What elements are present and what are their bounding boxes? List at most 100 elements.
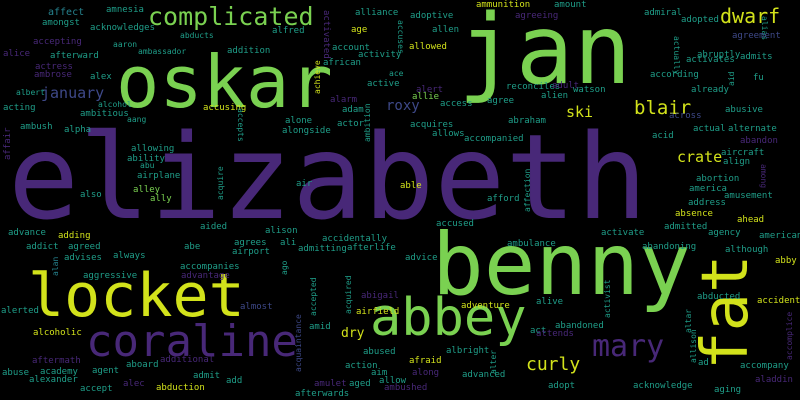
word-ali: ali	[280, 238, 297, 248]
word-amusement: amusement	[724, 191, 773, 201]
word-aaron: aaron	[113, 40, 138, 49]
word-abandoned: abandoned	[555, 321, 604, 331]
word-crate: crate	[677, 148, 723, 166]
word-alerted: alerted	[1, 306, 39, 316]
word-agent: agent	[92, 366, 120, 376]
word-adult: adult	[552, 81, 580, 91]
word-abandon: abandon	[740, 136, 778, 146]
word-acid: acid	[652, 131, 674, 141]
word-agreed: agreed	[68, 242, 101, 252]
word-air: air	[296, 179, 313, 189]
word-accepting: accepting	[33, 37, 82, 47]
word-accepted: accepted	[309, 277, 318, 316]
word-advice: advice	[405, 253, 438, 263]
word-adopt: adopt	[548, 381, 576, 391]
word-albert: albert	[16, 88, 45, 97]
word-addition: addition	[227, 46, 271, 56]
word-acquires: acquires	[410, 120, 454, 130]
word-alfred: alfred	[272, 26, 305, 36]
word-attends: attends	[536, 329, 574, 339]
word-ambush: ambush	[20, 122, 53, 132]
word-elizabeth: elizabeth	[8, 108, 648, 246]
word-abby: abby	[775, 256, 797, 266]
word-abbey: abbey	[370, 288, 527, 348]
word-abu: abu	[140, 161, 155, 170]
word-acquire: acquire	[216, 166, 225, 200]
word-age: age	[351, 25, 368, 35]
word-acting: acting	[3, 103, 36, 113]
word-dwarf: dwarf	[720, 4, 781, 28]
word-african: african	[323, 58, 361, 68]
word-ambulance: ambulance	[507, 239, 556, 249]
word-aging: aging	[714, 385, 742, 395]
word-according: according	[650, 70, 699, 80]
word-abused: abused	[363, 347, 396, 357]
word-abusive: abusive	[725, 105, 763, 115]
word-alter: alter	[489, 349, 498, 374]
word-alan: alan	[51, 256, 60, 276]
word-across: across	[669, 111, 702, 121]
word-align: align	[723, 157, 751, 167]
word-already: already	[691, 85, 729, 95]
word-coraline: coraline	[86, 316, 298, 367]
word-activity: activity	[358, 50, 402, 60]
word-aided: aided	[200, 222, 228, 232]
word-alley: alley	[133, 185, 161, 195]
word-active: active	[367, 79, 400, 89]
word-ad: ad	[698, 358, 709, 368]
word-abe: abe	[184, 242, 201, 252]
word-ambitious: ambitious	[80, 109, 129, 119]
word-abortion: abortion	[696, 174, 740, 184]
word-curly: curly	[526, 354, 581, 375]
word-allowed: allowed	[409, 42, 447, 52]
word-abduction: abduction	[156, 383, 205, 393]
word-aircraft: aircraft	[721, 148, 765, 158]
word-almost: almost	[240, 302, 273, 312]
word-amongst: amongst	[42, 18, 80, 28]
word-actually: actually	[672, 36, 681, 75]
word-advises: advises	[64, 253, 102, 263]
word-accuses: accuses	[396, 20, 405, 54]
word-acquired: acquired	[344, 275, 353, 314]
word-airfield: airfield	[356, 307, 400, 317]
word-addict: addict	[26, 242, 59, 252]
word-affection: affection	[523, 168, 532, 212]
word-also: also	[80, 190, 102, 200]
word-locket: locket	[28, 261, 245, 331]
word-admitted: admitted	[664, 222, 708, 232]
word-admit: admit	[193, 371, 221, 381]
word-amulet: amulet	[314, 379, 347, 389]
word-american: american	[759, 231, 800, 241]
word-achieve: achieve	[313, 60, 322, 94]
word-ally: ally	[150, 194, 172, 204]
word-alert: alert	[416, 85, 444, 95]
word-account: account	[332, 43, 370, 53]
word-afterlife: afterlife	[347, 243, 396, 253]
word-acknowledge: acknowledge	[633, 381, 693, 391]
word-actor: actor	[337, 119, 365, 129]
word-alexander: alexander	[29, 375, 78, 385]
word-alarm: alarm	[330, 95, 358, 105]
word-allows: allows	[432, 129, 465, 139]
word-aggressive: aggressive	[83, 271, 138, 281]
word-aladdin: aladdin	[755, 375, 793, 385]
word-agreeing: agreeing	[515, 11, 559, 21]
word-affair: affair	[3, 127, 13, 160]
word-afterward: afterward	[50, 51, 99, 61]
word-academy: academy	[40, 367, 78, 377]
word-alpha: alpha	[64, 125, 92, 135]
word-alien: alien	[541, 91, 569, 101]
word-ability: ability	[127, 154, 165, 164]
word-accidentally: accidentally	[322, 234, 388, 244]
word-albright: albright	[446, 346, 490, 356]
word-watson: watson	[573, 85, 606, 95]
word-actress: actress	[35, 62, 73, 72]
word-alternate: alternate	[728, 124, 777, 134]
word-january: january	[41, 84, 105, 102]
word-activate: activate	[601, 228, 645, 238]
word-affect: affect	[48, 7, 85, 18]
word-afraid: afraid	[409, 356, 442, 366]
word-ambrose: ambrose	[34, 70, 72, 80]
word-among: among	[759, 164, 768, 189]
